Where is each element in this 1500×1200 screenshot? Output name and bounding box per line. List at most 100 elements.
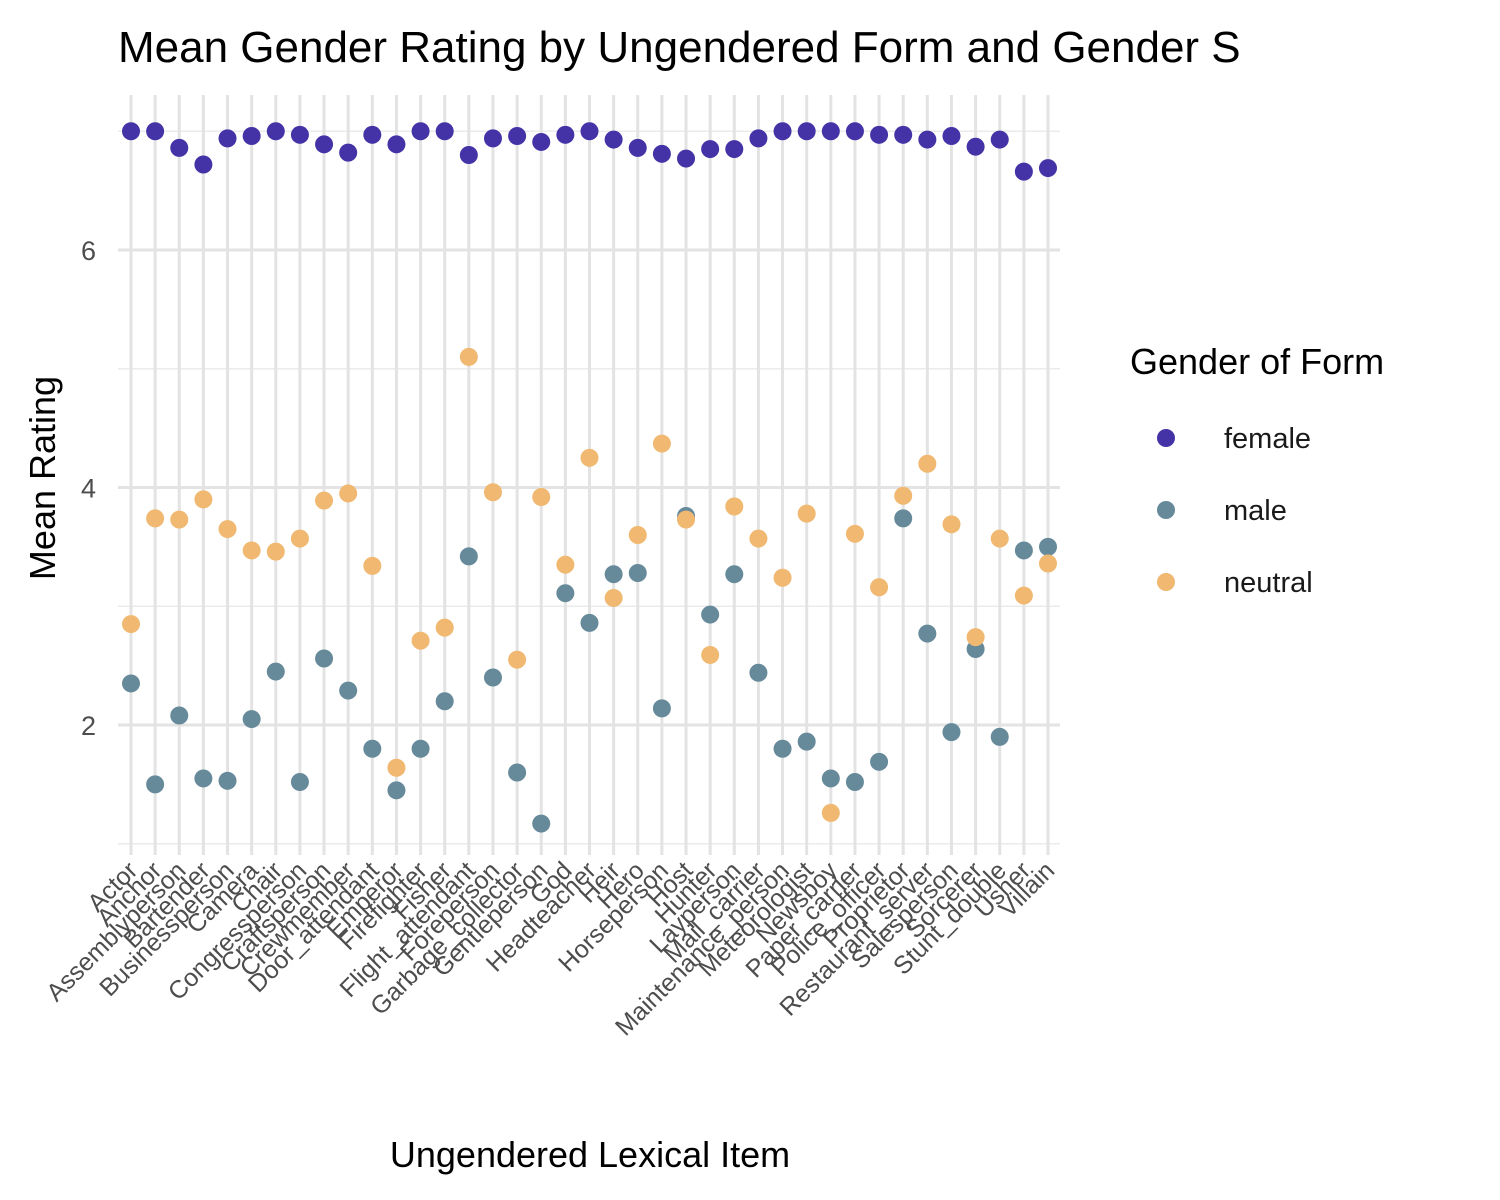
- point-female: [1014, 162, 1033, 181]
- point-male: [580, 613, 599, 632]
- point-female: [942, 127, 961, 145]
- y-axis-title: Mean Rating: [22, 376, 63, 580]
- point-female: [122, 122, 140, 141]
- point-neutral: [483, 483, 502, 502]
- point-neutral: [435, 618, 454, 637]
- point-male: [990, 727, 1009, 746]
- point-neutral: [1039, 554, 1057, 573]
- point-male: [556, 584, 575, 603]
- point-neutral: [266, 542, 285, 561]
- point-neutral: [845, 524, 864, 543]
- point-neutral: [701, 645, 720, 664]
- point-neutral: [821, 803, 840, 822]
- point-male: [483, 668, 502, 687]
- point-neutral: [122, 615, 140, 634]
- point-female: [821, 122, 840, 141]
- point-female: [604, 130, 623, 149]
- point-male: [508, 763, 527, 782]
- point-male: [652, 699, 671, 718]
- point-female: [701, 140, 720, 159]
- legend-key-neutral: [1157, 573, 1175, 591]
- point-male: [363, 739, 382, 758]
- legend-title: Gender of Form: [1130, 341, 1384, 382]
- legend-label-neutral: neutral: [1224, 567, 1313, 599]
- point-male: [701, 605, 720, 624]
- point-male: [146, 775, 165, 794]
- point-male: [459, 547, 478, 566]
- point-female: [218, 129, 237, 148]
- point-neutral: [387, 758, 406, 777]
- point-male: [315, 649, 334, 668]
- point-neutral: [773, 568, 792, 587]
- point-male: [435, 692, 454, 711]
- chart-title: Mean Gender Rating by Ungendered Form an…: [118, 23, 1241, 72]
- point-neutral: [363, 556, 382, 575]
- point-male: [290, 773, 309, 791]
- point-female: [677, 149, 696, 168]
- point-neutral: [966, 628, 985, 647]
- point-neutral: [677, 510, 696, 529]
- point-male: [122, 674, 140, 693]
- point-female: [194, 155, 213, 174]
- point-female: [966, 137, 985, 156]
- legend-label-female: female: [1224, 423, 1311, 455]
- x-axis-ticks: ActorAnchorAssemblypersonBartenderBusine…: [41, 856, 1060, 1041]
- point-male: [170, 706, 189, 725]
- point-male: [266, 662, 285, 681]
- point-male: [845, 773, 864, 791]
- point-male: [532, 814, 551, 833]
- point-male: [1014, 541, 1033, 560]
- point-neutral: [990, 529, 1009, 548]
- point-male: [194, 769, 213, 788]
- point-male: [411, 739, 430, 758]
- point-male: [821, 769, 840, 788]
- point-male: [628, 564, 647, 582]
- point-female: [556, 125, 575, 144]
- legend-key-male: [1157, 501, 1175, 519]
- point-neutral: [146, 509, 165, 528]
- point-female: [435, 122, 454, 141]
- point-female: [315, 135, 334, 154]
- data-points: [122, 122, 1057, 833]
- point-male: [339, 681, 358, 700]
- point-male: [218, 771, 237, 790]
- point-female: [146, 122, 165, 141]
- point-male: [1039, 537, 1057, 556]
- point-neutral: [942, 515, 961, 534]
- point-male: [773, 739, 792, 758]
- y-axis-ticks: 2 4 6: [81, 236, 96, 741]
- point-neutral: [797, 504, 816, 523]
- point-neutral: [170, 510, 189, 529]
- point-neutral: [411, 631, 430, 650]
- point-neutral: [1014, 586, 1033, 605]
- y-tick-label: 4: [81, 474, 96, 504]
- point-neutral: [918, 454, 937, 473]
- point-female: [1039, 159, 1057, 178]
- point-female: [773, 122, 792, 141]
- point-female: [387, 135, 406, 154]
- point-male: [387, 781, 406, 800]
- point-female: [652, 144, 671, 163]
- point-neutral: [532, 488, 551, 506]
- point-female: [990, 130, 1009, 149]
- point-male: [942, 723, 961, 742]
- legend-items: female male neutral: [1157, 423, 1313, 599]
- legend-label-male: male: [1224, 495, 1287, 527]
- point-female: [628, 138, 647, 157]
- point-neutral: [725, 497, 744, 516]
- point-female: [508, 127, 527, 145]
- point-female: [797, 122, 816, 141]
- point-neutral: [652, 434, 671, 453]
- point-neutral: [315, 491, 334, 510]
- point-female: [725, 140, 744, 159]
- legend-key-female: [1157, 429, 1175, 447]
- point-male: [797, 732, 816, 751]
- point-female: [580, 122, 599, 141]
- y-tick-label: 2: [81, 711, 96, 741]
- point-neutral: [218, 520, 237, 539]
- point-female: [483, 129, 502, 148]
- point-neutral: [604, 588, 623, 607]
- point-female: [266, 122, 285, 141]
- grid: [118, 95, 1060, 855]
